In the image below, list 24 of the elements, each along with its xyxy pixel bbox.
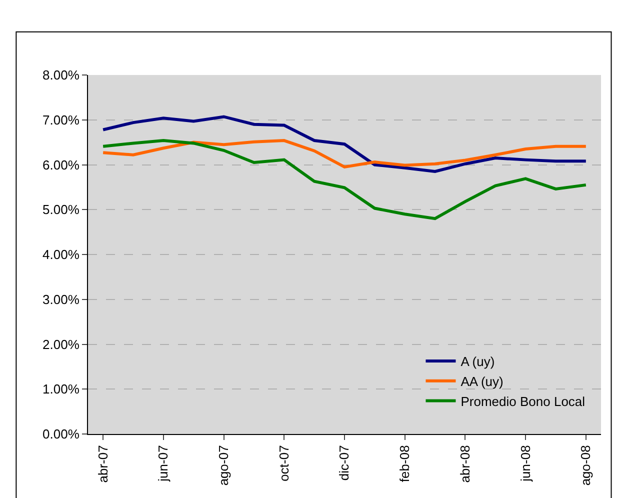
x-tick-label: feb-08 bbox=[397, 445, 412, 482]
legend-label: Promedio Bono Local bbox=[460, 394, 586, 409]
y-tick-label: 0.00% bbox=[42, 426, 80, 442]
x-tick-label: abr-07 bbox=[95, 445, 110, 483]
y-tick-label: 7.00% bbox=[42, 112, 80, 128]
legend-label: A (uy) bbox=[460, 354, 495, 370]
x-tick-label: dic-07 bbox=[336, 445, 352, 481]
line-series bbox=[102, 115, 588, 173]
y-tick-label: 2.00% bbox=[42, 336, 80, 352]
y-tick-label: 3.00% bbox=[42, 292, 80, 307]
x-tick-label: oct-07 bbox=[276, 445, 292, 482]
y-tick-label: 5.00% bbox=[42, 202, 80, 218]
y-tick-label: 1.00% bbox=[42, 382, 80, 397]
line-series bbox=[102, 139, 588, 220]
x-tick-label: ago-08 bbox=[578, 445, 594, 486]
x-tick-label: ago-07 bbox=[216, 445, 232, 486]
y-tick-label: 6.00% bbox=[42, 157, 80, 172]
x-tick-label: abr-08 bbox=[457, 445, 472, 483]
line-series bbox=[102, 139, 588, 168]
x-tick-label: jun-08 bbox=[518, 445, 533, 482]
x-tick-label: jun-07 bbox=[156, 445, 171, 482]
y-tick-label: 4.00% bbox=[42, 247, 80, 262]
y-tick-label: 8.00% bbox=[42, 68, 80, 83]
legend-label: AA (uy) bbox=[460, 374, 504, 389]
